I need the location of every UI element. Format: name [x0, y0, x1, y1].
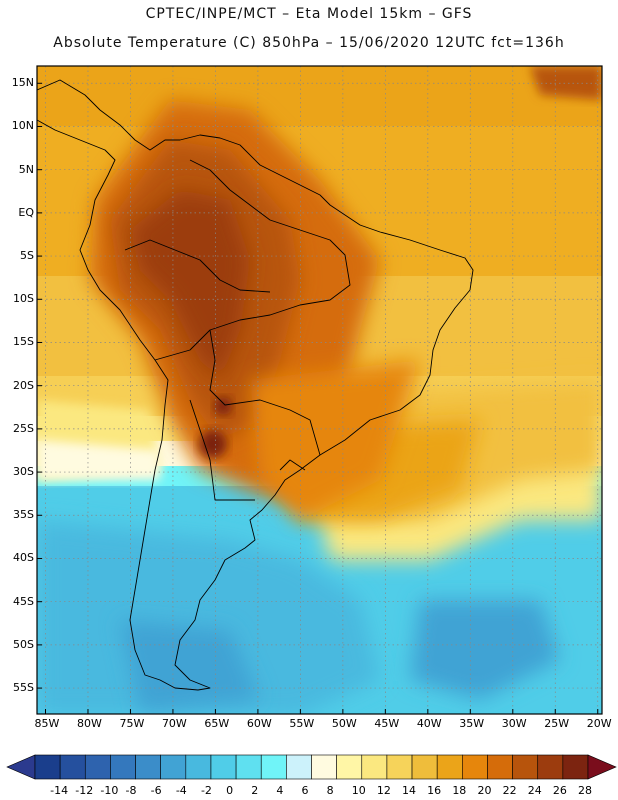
- longitude-label: 20W: [586, 717, 612, 730]
- colorbar-swatch: [512, 754, 539, 780]
- colorbar-swatch: [487, 754, 513, 780]
- colorbar-label: 18: [452, 784, 467, 797]
- latitude-label: 30S: [13, 465, 34, 479]
- latitude-label: 15N: [11, 76, 34, 90]
- longitude-label: 65W: [204, 717, 230, 730]
- longitude-label: 80W: [76, 717, 102, 730]
- colorbar-swatch: [160, 754, 187, 780]
- colorbar-label: -8: [125, 784, 137, 797]
- colorbar-swatch: [436, 754, 463, 780]
- latitude-label: 40S: [13, 551, 34, 565]
- colorbar-label: -2: [200, 784, 212, 797]
- colorbar-under-arrow: [6, 754, 36, 780]
- temperature-field: [37, 66, 602, 714]
- colorbar-swatch: [562, 754, 589, 780]
- title-line-1: CPTEC/INPE/MCT – Eta Model 15km – GFS: [145, 6, 473, 22]
- longitude-label: 45W: [374, 717, 400, 730]
- colorbar-label: -14: [50, 784, 69, 797]
- latitude-label: 25S: [13, 421, 34, 435]
- colorbar-swatch: [210, 754, 237, 780]
- longitude-label: 75W: [119, 717, 145, 730]
- title-line-2: Absolute Temperature (C) 850hPa – 15/06/…: [53, 35, 565, 51]
- graticule: [37, 66, 602, 714]
- colorbar-swatch: [411, 754, 438, 780]
- longitude-label: 60W: [246, 717, 272, 730]
- latitude-label: 10S: [13, 292, 34, 306]
- colorbar-label: 0: [226, 784, 234, 797]
- latitude-label: 35S: [13, 508, 34, 522]
- colorbar-swatch: [59, 754, 86, 780]
- colorbar-label: 6: [301, 784, 309, 797]
- longitude-label: 70W: [161, 717, 187, 730]
- colorbar-label: -12: [75, 784, 94, 797]
- colorbar-label: 22: [502, 784, 517, 797]
- latitude-label: EQ: [18, 205, 34, 219]
- colorbar-swatch: [260, 754, 287, 780]
- colorbar-label: 2: [251, 784, 259, 797]
- colorbar-swatch: [235, 754, 262, 780]
- longitude-label: 30W: [501, 717, 527, 730]
- colorbar-label: 12: [376, 784, 391, 797]
- latitude-label: 10N: [11, 119, 34, 133]
- colorbar-swatch: [386, 754, 413, 780]
- latitude-label: 50S: [13, 637, 34, 651]
- map-frame: [36, 65, 603, 715]
- colorbar-swatch: [286, 754, 312, 780]
- colorbar-label: 8: [326, 784, 334, 797]
- longitude-label: 35W: [459, 717, 485, 730]
- colorbar-label: -10: [100, 784, 119, 797]
- latitude-label: 55S: [13, 681, 34, 695]
- coastline: [37, 79, 474, 691]
- colorbar-swatch: [34, 754, 61, 780]
- colorbar-swatch: [110, 754, 136, 780]
- longitude-label: 50W: [331, 717, 357, 730]
- colorbar-swatch: [361, 754, 388, 780]
- colorbar-swatch: [185, 754, 212, 780]
- colorbar-label: 16: [427, 784, 442, 797]
- latitude-label: 5S: [20, 249, 34, 263]
- colorbar-label: 14: [402, 784, 417, 797]
- latitude-label: 20S: [13, 378, 34, 392]
- colorbar-swatch: [462, 754, 488, 780]
- colorbar-label: 24: [527, 784, 542, 797]
- longitude-label: 85W: [34, 717, 60, 730]
- longitude-label: 40W: [416, 717, 442, 730]
- colorbar-label: 28: [578, 784, 592, 797]
- colorbar-label: 4: [276, 784, 284, 797]
- colorbar-label: 26: [552, 784, 567, 797]
- colorbar-swatch: [336, 754, 363, 780]
- colorbar-label: -4: [175, 784, 187, 797]
- colorbar-label: -6: [150, 784, 162, 797]
- colorbar-label: 10: [351, 784, 366, 797]
- colorbar-over-arrow: [587, 754, 617, 780]
- colorbar-swatch: [537, 754, 564, 780]
- colorbar-swatch: [84, 754, 111, 780]
- longitude-label: 55W: [289, 717, 315, 730]
- colorbar-swatch: [135, 754, 161, 780]
- longitude-label: 25W: [544, 717, 570, 730]
- latitude-label: 15S: [13, 335, 34, 349]
- colorbar-label: 20: [477, 784, 492, 797]
- latitude-label: 45S: [13, 594, 34, 608]
- latitude-label: 5N: [18, 162, 34, 176]
- colorbar: [6, 754, 617, 780]
- colorbar-swatch: [311, 754, 337, 780]
